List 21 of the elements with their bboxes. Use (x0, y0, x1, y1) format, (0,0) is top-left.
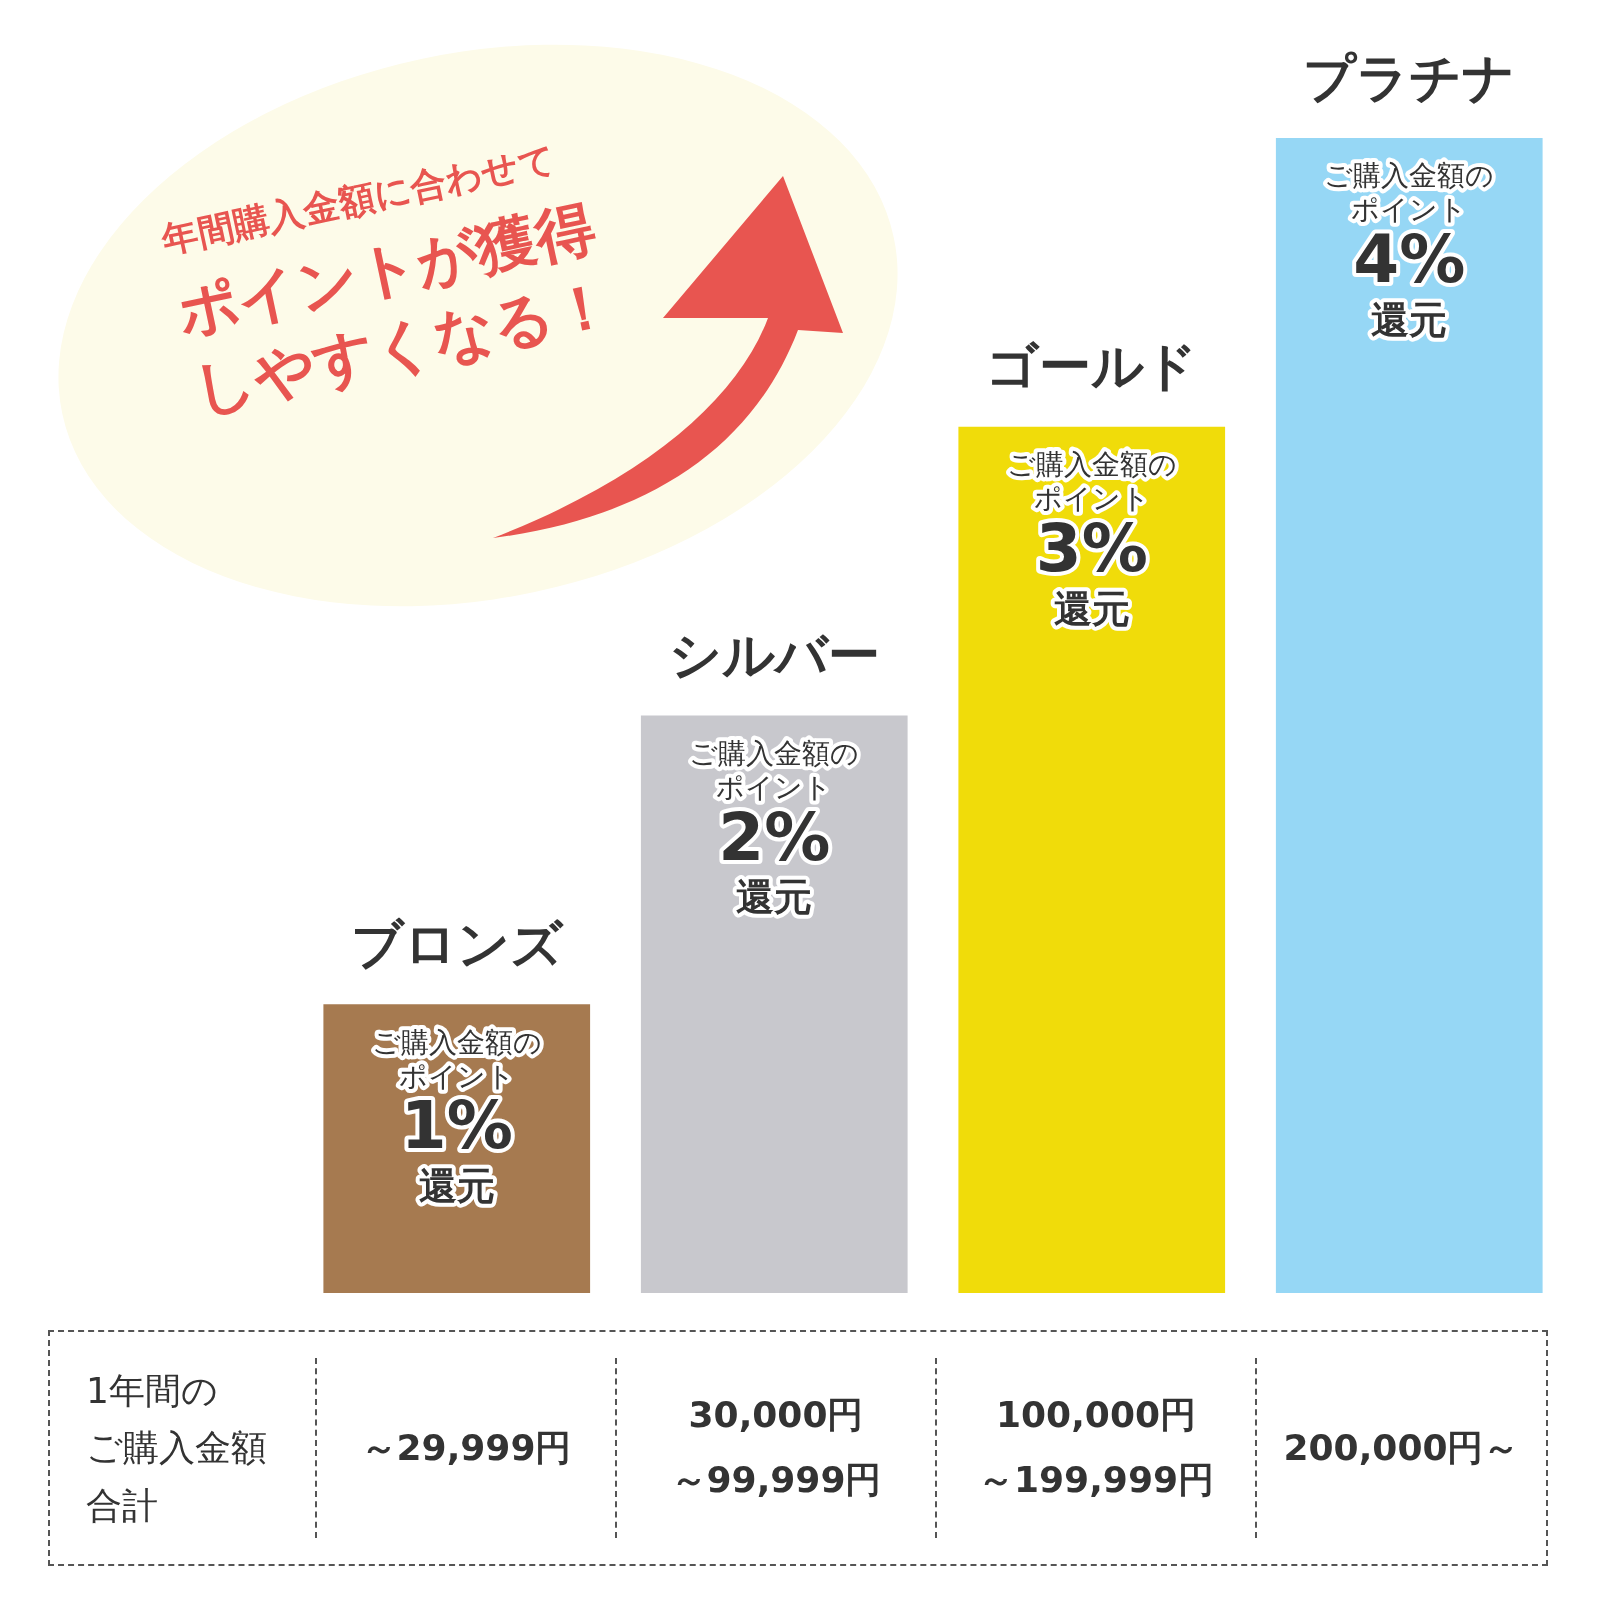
x-tick-label: ブロンズ (350, 913, 564, 974)
text: 1年間の (86, 1368, 218, 1413)
text: 合計 (86, 1483, 158, 1528)
text: ～29,999円 (360, 1425, 572, 1470)
annotation: 還元 (418, 1164, 495, 1209)
text: ～199,999円 (978, 1458, 1214, 1502)
annotation: 還元 (1053, 586, 1130, 631)
bar (958, 426, 1226, 1293)
bar (1275, 138, 1543, 1293)
text: 100,000円 (996, 1393, 1196, 1438)
text: 30,000円 (688, 1393, 864, 1438)
x-tick-label: ゴールド (986, 336, 1198, 397)
text: ～99,999円 (670, 1458, 882, 1502)
annotation: 還元 (1371, 297, 1448, 342)
x-tick-label: プラチナ (1303, 47, 1516, 108)
x-tick-label: シルバー (668, 625, 880, 686)
text: 200,000円～ (1283, 1425, 1520, 1470)
annotation: ご購入金額のポイント (1324, 159, 1495, 227)
annotation: 還元 (736, 875, 813, 920)
text: ご購入金額 (86, 1426, 267, 1471)
bar (640, 715, 908, 1293)
